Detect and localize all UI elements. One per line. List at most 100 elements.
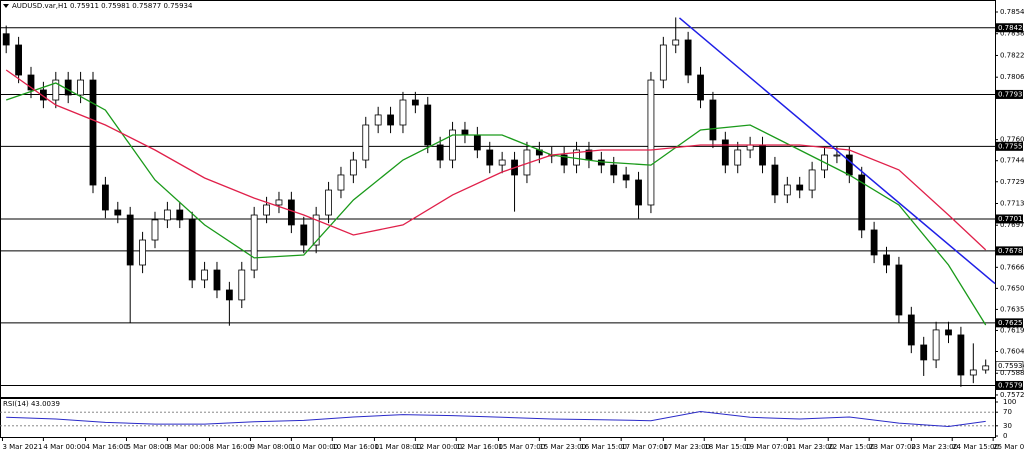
candle-body [771,164,779,196]
x-tick-label: 19 Mar 07:00 [745,443,792,451]
candle-body [436,144,444,161]
candle-body [337,174,345,191]
menu-arrow[interactable] [3,4,9,8]
candle-body [957,334,965,376]
candle-body [263,204,270,216]
y-tick-label: 0.77445 [1000,157,1024,165]
candle-body [783,184,791,196]
candle-body [126,214,134,266]
candle-body [684,39,692,76]
candle-body [610,164,618,176]
candle-body [907,314,915,346]
x-tick-label: 15 Mar 07:00 [498,443,545,451]
candle-body [374,114,382,126]
candle-body [300,224,308,246]
candle-body [139,239,146,266]
candle-body [672,39,680,46]
candle-body [858,174,866,231]
level-tag [996,246,1023,256]
candle-body [920,344,928,361]
x-tick-label: 22 Mar 15:00 [828,443,875,451]
moving-average [5,69,987,251]
x-tick-label: 8 Mar 16:00 [210,443,252,451]
candle-body [213,269,221,291]
candle-body [883,254,890,266]
x-tick-label: 12 Mar 00:00 [415,443,462,451]
y-tick-label: 0.76505 [1000,284,1024,292]
main-frame [0,0,996,398]
candle-body [163,209,171,221]
candle-body [64,79,72,96]
x-tick-label: 24 Mar 15:00 [952,443,999,451]
candle-body [932,329,940,361]
candle-body [52,79,60,101]
candle-body [27,74,35,91]
rsi-line [6,410,986,428]
candle-body [486,149,494,166]
level-tag [996,89,1023,99]
level-tag [996,214,1023,224]
candle-body [945,329,952,336]
candle-body [982,365,990,371]
candle-body [101,184,109,211]
price-tag [995,361,1024,371]
level-label: 0.76251 [998,319,1024,327]
level-tag [996,141,1023,151]
candle-body [15,44,22,76]
x-tick-label: 15 Mar 23:00 [539,443,586,451]
x-tick-label: 18 Mar 15:00 [704,443,751,451]
candle-body [635,179,642,206]
x-tick-label: 17 Mar 07:00 [621,443,668,451]
x-tick-label: 17 Mar 23:00 [663,443,710,451]
y-tick-label: 0.76195 [1000,326,1024,334]
candle-body [250,214,258,271]
candle-body [473,134,481,151]
x-tick-label: 16 Mar 15:00 [580,443,627,451]
rsi-tick-label: 70 [1003,408,1012,416]
x-tick-label: 23 Mar 07:00 [869,443,916,451]
rsi-tick-label: 0 [1003,432,1007,440]
candle-body [349,159,357,176]
x-tick-label: 21 Mar 23:00 [787,443,834,451]
chart-title: AUDUSD.var,H1 0.75911 0.75981 0.75877 0.… [12,2,193,10]
x-tick-label: 25 Mar 07:00 [993,443,1024,451]
candle-body [808,169,816,191]
candle-body [2,33,10,46]
candle-body [287,199,295,226]
x-tick-label: 12 Mar 16:00 [456,443,503,451]
candle-body [449,129,456,161]
x-tick-label: 10 Mar 16:00 [332,443,379,451]
rsi-label: RSI(14) 43.0039 [3,400,60,408]
level-tag [996,23,1023,33]
candle-body [89,79,97,186]
level-label: 0.78424 [998,24,1024,32]
level-label: 0.77016 [998,215,1024,223]
candle-body [176,209,184,221]
candle-body [759,144,766,166]
candle-body [362,124,370,161]
candle-body [411,99,419,106]
candle-body [424,104,432,146]
x-tick-label: 11 Mar 08:00 [374,443,421,451]
x-tick-label: 23 Mar 23:00 [911,443,958,451]
candle-body [325,189,332,216]
candle-body [312,214,320,246]
x-tick-label: 5 Mar 08:00 [126,443,168,451]
candle-body [659,44,667,81]
candle-body [77,79,84,96]
rsi-tick-label: 100 [1003,398,1016,406]
candle-body [238,269,246,301]
